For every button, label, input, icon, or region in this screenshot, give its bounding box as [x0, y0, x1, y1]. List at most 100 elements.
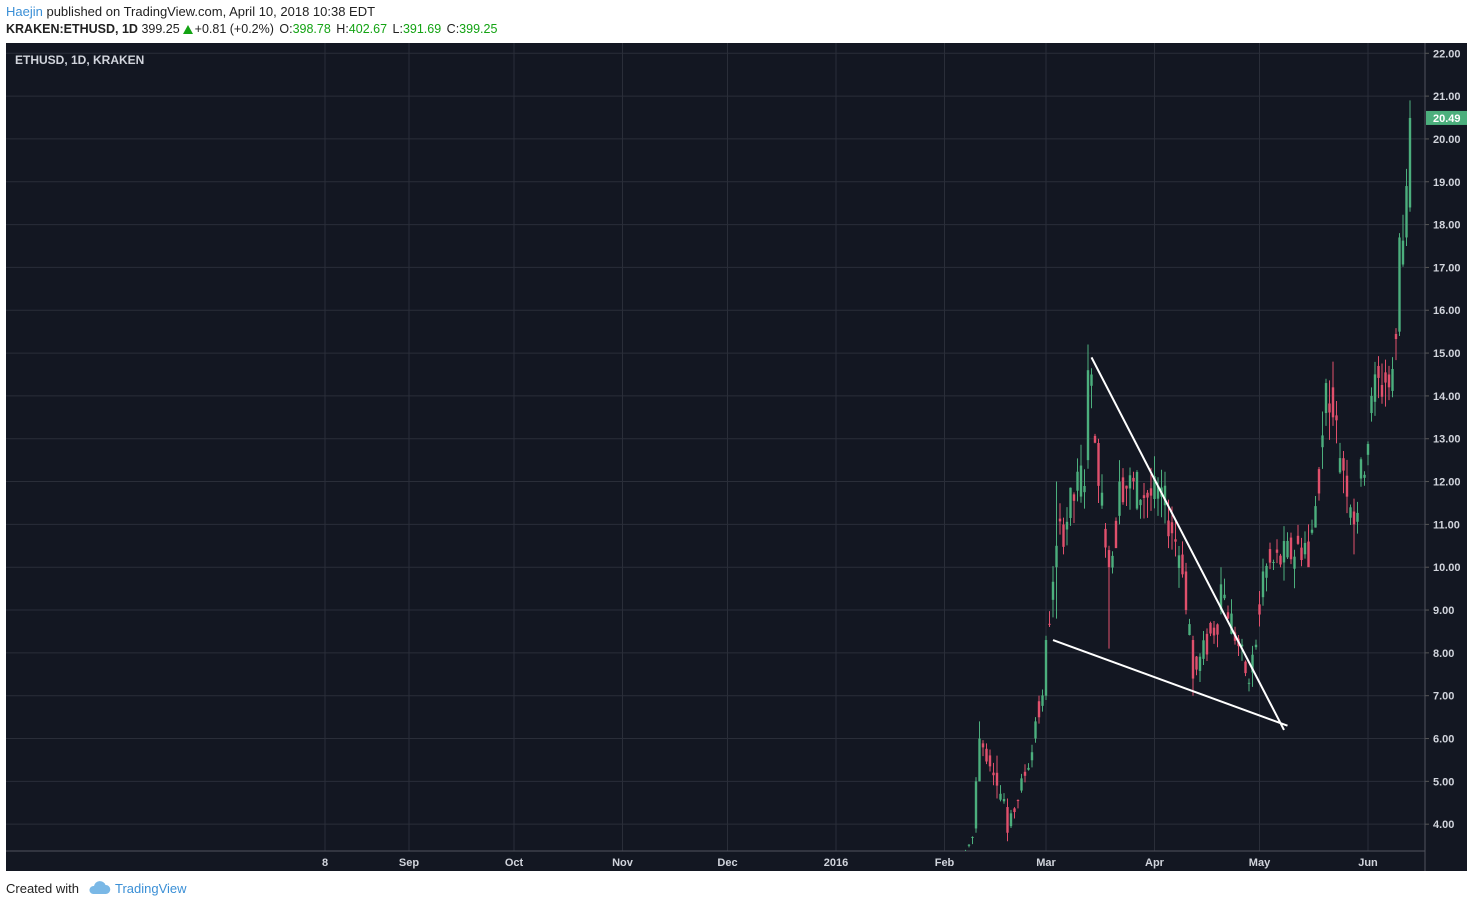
trendline[interactable]: [1052, 639, 1288, 727]
candle-down: [1125, 485, 1128, 489]
footer: Created with TradingView: [6, 881, 187, 896]
y-tick-label: 18.00: [1433, 220, 1461, 232]
candle-down: [1142, 495, 1146, 499]
candle-up: [1027, 767, 1030, 770]
candle-up: [1090, 374, 1093, 386]
y-tick-label: 11.00: [1433, 519, 1460, 531]
candle-down: [1377, 365, 1380, 378]
candle-down: [1380, 384, 1384, 397]
candle-up: [1338, 458, 1342, 473]
y-tick-label: 13.00: [1433, 434, 1461, 446]
candle-up: [1265, 565, 1268, 578]
candle-up: [1310, 529, 1314, 533]
candle-down: [1013, 808, 1016, 813]
candle-up: [1188, 624, 1191, 636]
x-tick-label: Mar: [1036, 857, 1056, 869]
candle-up: [1041, 695, 1044, 706]
candle-down: [1226, 612, 1230, 619]
candle-down: [1121, 477, 1125, 503]
candle-up: [1230, 613, 1233, 634]
candle-up: [1177, 555, 1181, 569]
candle-down: [1195, 656, 1198, 670]
candle-down: [1279, 555, 1282, 565]
candle-up: [1051, 581, 1055, 600]
candle-up: [1086, 370, 1090, 461]
candle-up: [999, 793, 1002, 800]
candle-down: [1258, 604, 1261, 615]
candle-down: [1307, 541, 1310, 568]
candle-down: [1209, 622, 1212, 634]
candle-up: [1223, 594, 1226, 599]
candle-up: [1219, 584, 1223, 611]
candle-down: [1146, 492, 1149, 498]
candle-up: [1359, 459, 1363, 479]
candle-up: [1034, 721, 1037, 739]
candle-up: [1030, 752, 1034, 761]
created-with-text: Created with: [6, 881, 79, 896]
symbol-label: KRAKEN:ETHUSD, 1D: [6, 22, 138, 36]
candle-up: [1083, 486, 1086, 493]
candlestick-chart[interactable]: 4.00 5.00 6.00 7.00 8.00 9.00 10.00 11.00 12.00 1…: [6, 43, 1467, 871]
candle-down: [1016, 800, 1020, 802]
candle-down: [1104, 528, 1107, 548]
tradingview-link[interactable]: TradingView: [114, 881, 187, 896]
candle-down: [1275, 549, 1279, 553]
candle-up: [1251, 654, 1254, 673]
candle-up: [1202, 640, 1205, 659]
candle-up: [1111, 555, 1114, 568]
candle-down: [1342, 458, 1345, 471]
candle-up: [1020, 778, 1023, 791]
candle-up: [1247, 682, 1251, 684]
chart-area[interactable]: 4.00 5.00 6.00 7.00 8.00 9.00 10.00 11.00 12.00 1…: [6, 43, 1467, 871]
candle-up: [1139, 499, 1142, 506]
candle-down: [995, 772, 999, 786]
candle-down: [1170, 522, 1174, 534]
candle-up: [1286, 540, 1289, 558]
x-tick-label: 2016: [824, 857, 848, 869]
candle-up: [1156, 485, 1160, 499]
candle-down: [1072, 494, 1076, 501]
y-tick-label: 12.00: [1433, 477, 1461, 489]
candle-up: [1366, 443, 1370, 455]
candle-down: [1037, 701, 1041, 718]
candle-up: [1079, 465, 1083, 497]
candle-down: [1184, 571, 1188, 611]
candle-up: [1398, 237, 1401, 332]
candle-down: [1345, 475, 1349, 497]
candle-down: [1216, 624, 1219, 635]
x-tick-label: 8: [322, 857, 328, 869]
y-tick-label: 22.00: [1433, 48, 1461, 60]
candle-down: [1097, 443, 1100, 486]
candle-up: [1405, 186, 1408, 238]
candle-down: [1093, 435, 1097, 443]
candle-up: [1272, 561, 1275, 563]
candle-up: [1240, 644, 1244, 647]
high-value: 402.67: [348, 22, 388, 36]
y-tick-label: 8.00: [1433, 648, 1454, 660]
candle-down: [1149, 488, 1153, 496]
candle-up: [1356, 512, 1359, 522]
candle-down: [981, 743, 985, 748]
last-price: 399.25: [141, 22, 180, 36]
low-label: L:: [392, 22, 403, 36]
candle-up: [1076, 471, 1079, 491]
candle-up: [1069, 487, 1072, 518]
y-tick-label: 6.00: [1433, 734, 1454, 746]
candle-up: [1314, 506, 1317, 528]
candle-up: [1128, 475, 1132, 489]
candle-up: [1321, 435, 1324, 448]
candle-down: [1317, 469, 1321, 494]
candle-down: [1384, 372, 1387, 383]
candle-down: [1335, 415, 1338, 421]
candle-down: [1212, 627, 1216, 636]
candle-down: [988, 755, 992, 767]
candle-down: [1394, 333, 1398, 340]
candle-up: [1100, 492, 1104, 506]
candle-down: [1300, 547, 1303, 561]
trendline[interactable]: [1090, 356, 1285, 731]
author-link[interactable]: Haejin: [6, 4, 43, 19]
candle-down: [1023, 771, 1027, 776]
y-tick-label: 20.00: [1433, 134, 1461, 146]
candle-down: [1132, 477, 1135, 482]
candle-down: [985, 748, 988, 762]
